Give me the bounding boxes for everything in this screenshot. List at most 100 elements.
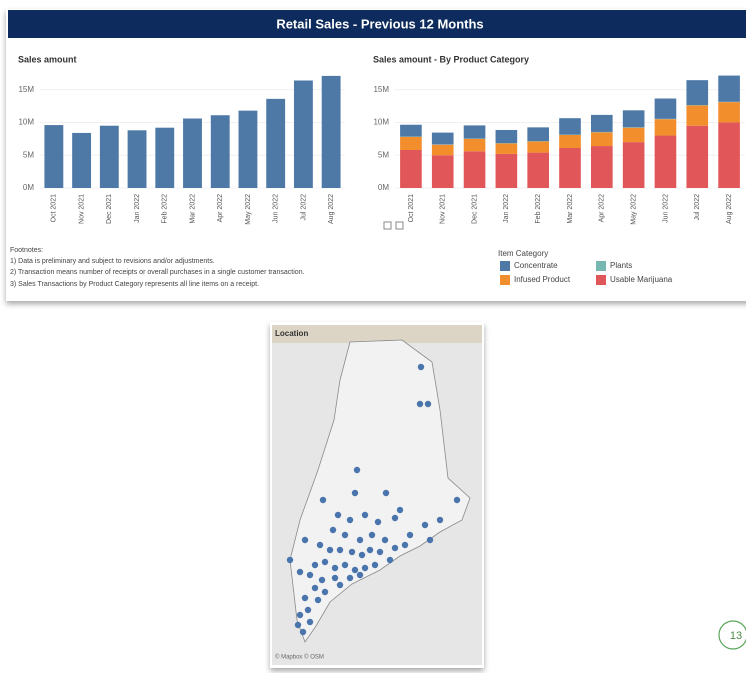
bar-segment bbox=[654, 119, 677, 136]
bar-segment bbox=[431, 132, 454, 145]
control-icon[interactable] bbox=[383, 221, 392, 230]
x-tick-label: May 2022 bbox=[245, 194, 252, 225]
bar bbox=[238, 110, 258, 188]
bar-segment bbox=[622, 142, 645, 188]
bar-segment bbox=[686, 80, 709, 106]
location-dots bbox=[286, 363, 461, 636]
location-dot bbox=[318, 576, 326, 584]
bar bbox=[127, 130, 147, 188]
bar-segment bbox=[527, 152, 549, 188]
x-tick-label: Feb 2022 bbox=[162, 194, 169, 224]
bar bbox=[321, 75, 341, 188]
bar bbox=[266, 98, 286, 188]
page-number: 13 bbox=[730, 630, 742, 642]
location-dot bbox=[341, 531, 349, 539]
location-dot bbox=[348, 548, 356, 556]
bar-segment bbox=[654, 135, 677, 188]
map-title: Location bbox=[275, 329, 308, 338]
location-dot bbox=[376, 548, 384, 556]
location-dot bbox=[296, 611, 304, 619]
y-tick-label: 0M bbox=[23, 183, 34, 192]
location-dot bbox=[326, 546, 334, 554]
bar-segment bbox=[431, 155, 454, 188]
location-dot bbox=[321, 558, 329, 566]
legend-label: Concentrate bbox=[514, 261, 558, 270]
location-dot bbox=[351, 489, 359, 497]
bar-segment bbox=[559, 134, 581, 149]
footnote: 2) Transaction means number of receipts … bbox=[10, 269, 305, 276]
bar-segment bbox=[527, 127, 549, 142]
bar bbox=[99, 125, 119, 188]
location-dot bbox=[336, 581, 344, 589]
location-dot bbox=[416, 400, 424, 408]
control-icon[interactable] bbox=[395, 221, 404, 230]
location-dot bbox=[426, 536, 434, 544]
bar-segment bbox=[463, 125, 486, 139]
bar-segment bbox=[686, 125, 709, 188]
location-dot bbox=[351, 566, 359, 574]
location-dot bbox=[301, 594, 309, 602]
location-dot bbox=[353, 466, 361, 474]
legend-swatch bbox=[500, 261, 510, 271]
legend-label: Plants bbox=[610, 261, 632, 270]
location-dot bbox=[371, 561, 379, 569]
location-dot bbox=[356, 571, 364, 579]
location-dot bbox=[341, 561, 349, 569]
location-dot bbox=[424, 400, 432, 408]
footnote: Footnotes: bbox=[10, 247, 43, 254]
location-dot bbox=[336, 546, 344, 554]
location-dot bbox=[391, 544, 399, 552]
footnote: 1) Data is preliminary and subject to re… bbox=[10, 258, 215, 265]
bar-segment bbox=[400, 149, 422, 188]
x-tick-label: Aug 2022 bbox=[726, 194, 733, 224]
bar-segment bbox=[718, 75, 740, 102]
header-title: Retail Sales - Previous 12 Months bbox=[276, 16, 483, 31]
bar-segment bbox=[686, 105, 709, 126]
location-dot bbox=[301, 536, 309, 544]
location-dot bbox=[331, 564, 339, 572]
y-tick-label: 10M bbox=[373, 118, 389, 127]
x-tick-label: Jun 2022 bbox=[273, 194, 280, 223]
location-dot bbox=[329, 526, 337, 534]
y-tick-label: 15M bbox=[373, 85, 389, 94]
x-tick-label: Dec 2021 bbox=[471, 194, 478, 224]
legend-title: Item Category bbox=[498, 249, 548, 258]
location-dot bbox=[304, 606, 312, 614]
location-dot bbox=[306, 571, 314, 579]
bar-segment bbox=[591, 146, 613, 188]
bar bbox=[44, 125, 64, 188]
bar-segment bbox=[431, 144, 454, 156]
chart-title: Sales amount - By Product Category bbox=[373, 54, 529, 64]
location-dot bbox=[346, 574, 354, 582]
y-tick-label: 5M bbox=[378, 150, 389, 159]
bar-segment bbox=[495, 143, 518, 154]
location-dot bbox=[331, 574, 339, 582]
x-tick-label: Nov 2021 bbox=[78, 194, 85, 224]
location-dot bbox=[319, 496, 327, 504]
bar bbox=[210, 115, 230, 188]
bar-segment bbox=[559, 148, 581, 188]
bar-segment bbox=[591, 132, 613, 147]
x-tick-label: Dec 2021 bbox=[106, 194, 113, 224]
bar bbox=[72, 132, 92, 188]
page-number-badge bbox=[718, 620, 746, 650]
bar-segment bbox=[718, 122, 740, 188]
legend-swatch bbox=[500, 275, 510, 285]
x-tick-label: Mar 2022 bbox=[189, 194, 196, 224]
legend-label: Infused Product bbox=[514, 275, 571, 284]
x-tick-label: Oct 2021 bbox=[51, 194, 58, 223]
x-tick-label: Jan 2022 bbox=[134, 194, 141, 223]
bar-segment bbox=[622, 110, 645, 128]
location-dot bbox=[382, 489, 390, 497]
location-dot bbox=[381, 536, 389, 544]
location-dot bbox=[417, 363, 425, 371]
location-dot bbox=[386, 556, 394, 564]
x-tick-label: Feb 2022 bbox=[535, 194, 542, 224]
location-dot bbox=[368, 531, 376, 539]
y-tick-label: 0M bbox=[378, 183, 389, 192]
location-dot bbox=[421, 521, 429, 529]
chart-title: Sales amount bbox=[18, 54, 77, 64]
bar bbox=[155, 127, 175, 188]
x-tick-label: Jul 2022 bbox=[694, 194, 701, 221]
